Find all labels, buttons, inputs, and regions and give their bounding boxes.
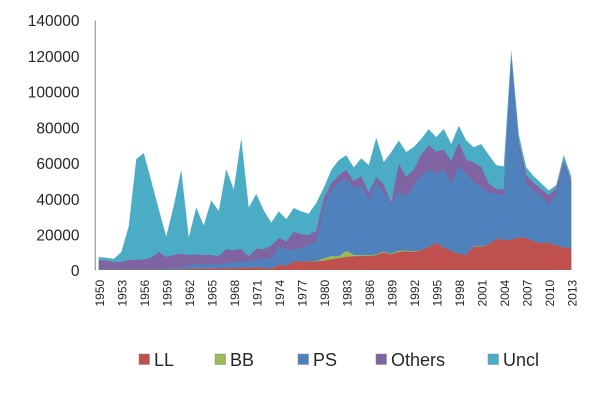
svg-text:1950: 1950 bbox=[93, 279, 107, 306]
svg-text:1971: 1971 bbox=[250, 279, 264, 306]
svg-text:1965: 1965 bbox=[205, 279, 219, 306]
svg-text:PS: PS bbox=[313, 350, 337, 370]
svg-text:1998: 1998 bbox=[453, 279, 467, 306]
svg-text:1968: 1968 bbox=[228, 279, 242, 306]
svg-text:140000: 140000 bbox=[28, 13, 80, 30]
svg-text:0: 0 bbox=[71, 263, 80, 280]
svg-text:1956: 1956 bbox=[138, 279, 152, 306]
svg-text:Others: Others bbox=[391, 350, 445, 370]
svg-text:1995: 1995 bbox=[430, 279, 444, 306]
svg-text:2007: 2007 bbox=[520, 279, 534, 306]
svg-text:1983: 1983 bbox=[340, 279, 354, 306]
svg-text:1962: 1962 bbox=[183, 279, 197, 306]
svg-text:120000: 120000 bbox=[28, 49, 80, 66]
svg-text:40000: 40000 bbox=[36, 192, 79, 209]
svg-text:80000: 80000 bbox=[36, 120, 79, 137]
svg-text:1992: 1992 bbox=[408, 279, 422, 306]
svg-text:1989: 1989 bbox=[385, 279, 399, 306]
svg-text:100000: 100000 bbox=[28, 85, 80, 102]
svg-text:1977: 1977 bbox=[295, 279, 309, 306]
svg-text:60000: 60000 bbox=[36, 156, 79, 173]
svg-text:1980: 1980 bbox=[318, 279, 332, 306]
svg-text:2013: 2013 bbox=[565, 279, 579, 306]
svg-text:1953: 1953 bbox=[115, 279, 129, 306]
svg-text:20000: 20000 bbox=[36, 227, 79, 244]
svg-text:1986: 1986 bbox=[363, 279, 377, 306]
svg-text:1959: 1959 bbox=[160, 279, 174, 306]
svg-text:1974: 1974 bbox=[273, 279, 287, 306]
svg-text:LL: LL bbox=[154, 350, 174, 370]
svg-text:2001: 2001 bbox=[475, 279, 489, 306]
svg-text:2010: 2010 bbox=[543, 279, 557, 306]
svg-text:Uncl: Uncl bbox=[503, 350, 539, 370]
svg-text:2004: 2004 bbox=[498, 279, 512, 306]
svg-text:BB: BB bbox=[230, 350, 254, 370]
